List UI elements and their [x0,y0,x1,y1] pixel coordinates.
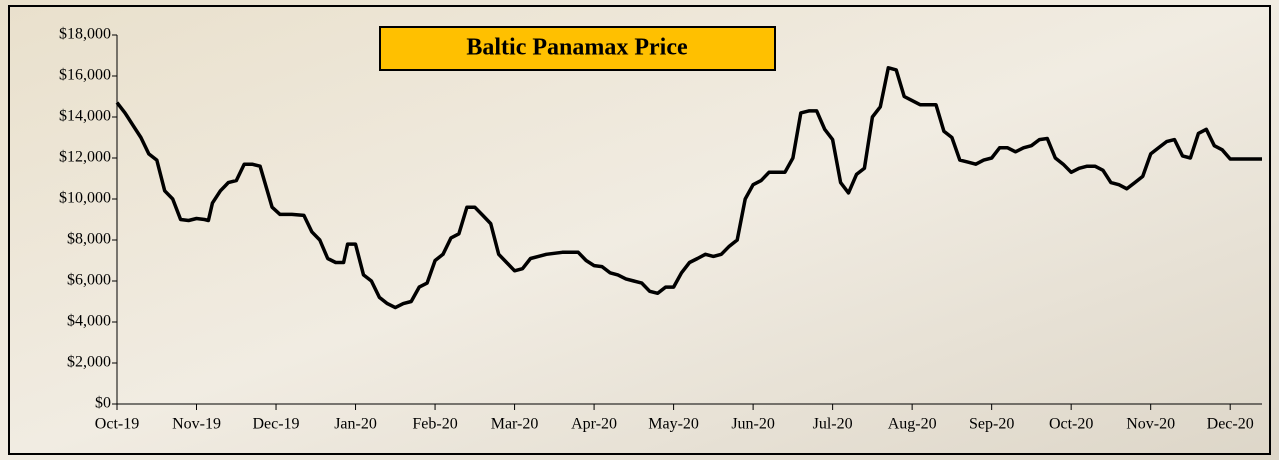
x-tick-label: Oct-20 [1049,416,1093,433]
chart: Baltic Panamax Price $0 $2,000 $4,000 $6,00… [0,0,1279,460]
y-tick-label: $18,000 [59,26,111,43]
x-tick-label: May-20 [648,416,699,433]
y-tick-label: $6,000 [67,272,111,289]
x-tick-label: Oct-19 [95,416,139,433]
x-tick-label: Jan-20 [334,416,377,433]
x-tick-label: Feb-20 [412,416,457,433]
y-tick-label: $16,000 [59,67,111,84]
y-tick-label: $14,000 [59,108,111,125]
chart-title: Baltic Panamax Price [466,35,688,61]
x-tick-label: Sep-20 [969,416,1014,433]
y-tick-label: $8,000 [67,231,111,248]
y-tick-label: $10,000 [59,190,111,207]
x-tick-label: Nov-20 [1126,416,1175,433]
x-tick-label: Nov-19 [172,416,221,433]
x-tick-label: Jun-20 [731,416,775,433]
x-tick-label: Apr-20 [571,416,617,433]
x-tick-label: Mar-20 [491,416,539,433]
y-tick-label: $4,000 [67,313,111,330]
y-tick-label: $2,000 [67,354,111,371]
x-tick-label: Dec-20 [1207,416,1254,433]
y-tick-label: $0 [95,395,111,412]
x-tick-label: Jul-20 [813,416,853,433]
page: Baltic Panamax Price $0 $2,000 $4,000 $6,00… [0,0,1279,460]
x-tick-label: Dec-19 [252,416,299,433]
x-tick-label: Aug-20 [888,416,937,433]
y-tick-label: $12,000 [59,149,111,166]
